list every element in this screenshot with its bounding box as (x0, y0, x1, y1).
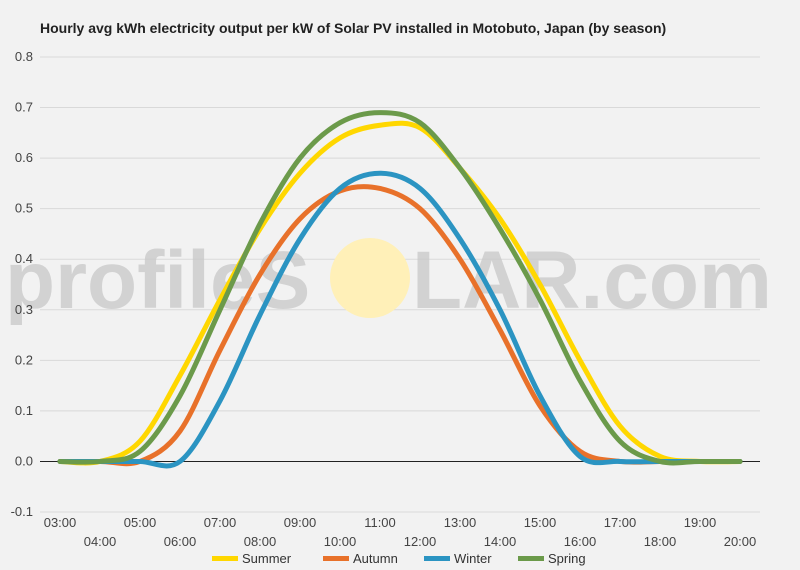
x-tick-label: 15:00 (524, 515, 557, 530)
y-tick-label: 0.7 (15, 100, 33, 115)
legend-swatch-summer (212, 556, 238, 561)
watermark: profileS LAR.com (5, 235, 772, 326)
series-line-winter (57, 170, 743, 469)
legend-label-summer: Summer (242, 551, 292, 566)
x-tick-label: 09:00 (284, 515, 317, 530)
x-tick-label: 19:00 (684, 515, 717, 530)
x-tick-label: 13:00 (444, 515, 477, 530)
y-tick-label: 0.5 (15, 201, 33, 216)
x-tick-label: 11:00 (364, 515, 396, 530)
legend-swatch-winter (424, 556, 450, 561)
y-tick-label: 0.6 (15, 150, 33, 165)
legend-label-spring: Spring (548, 551, 586, 566)
chart-title: Hourly avg kWh electricity output per kW… (40, 20, 666, 36)
x-tick-label: 18:00 (644, 534, 677, 549)
y-tick-label: 0.0 (15, 453, 33, 468)
y-tick-label: 0.1 (15, 403, 33, 418)
y-tick-label: 0.2 (15, 352, 33, 367)
legend-swatch-spring (518, 556, 544, 561)
x-tick-label: 12:00 (404, 534, 437, 549)
x-tick-label: 07:00 (204, 515, 237, 530)
watermark-sun (330, 238, 410, 318)
watermark-text-left: profileS (5, 235, 310, 326)
series-line-summer (57, 120, 743, 466)
x-tick-label: 16:00 (564, 534, 597, 549)
y-tick-label: 0.8 (15, 49, 33, 64)
x-tick-label: 17:00 (604, 515, 637, 530)
legend-label-autumn: Autumn (353, 551, 398, 566)
y-tick-label: 0.3 (15, 302, 33, 317)
series-line-spring (57, 110, 743, 466)
y-tick-label: 0.4 (15, 251, 33, 266)
x-tick-label: 03:00 (44, 515, 77, 530)
x-tick-label: 08:00 (244, 534, 277, 549)
x-tick-label: 05:00 (124, 515, 157, 530)
legend-label-winter: Winter (454, 551, 492, 566)
x-tick-label: 14:00 (484, 534, 517, 549)
legend: Summer Autumn Winter Spring (212, 551, 586, 566)
x-tick-label: 10:00 (324, 534, 357, 549)
x-tick-label: 04:00 (84, 534, 117, 549)
legend-swatch-autumn (323, 556, 349, 561)
series-lines (57, 110, 743, 469)
x-tick-label: 06:00 (164, 534, 197, 549)
y-tick-label: -0.1 (11, 504, 33, 519)
x-tick-label: 20:00 (724, 534, 757, 549)
